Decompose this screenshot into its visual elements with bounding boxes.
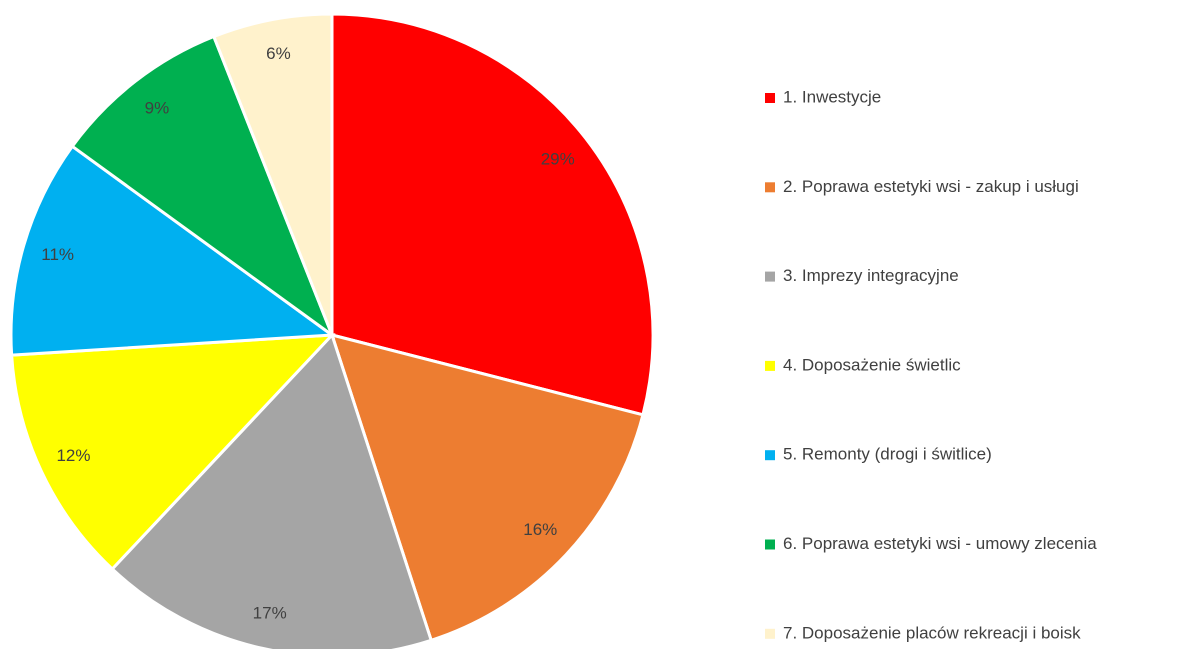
pie-slice (329, 332, 645, 643)
data-label: 9% (145, 99, 170, 118)
pie-slice (9, 144, 337, 357)
data-label: 6% (266, 44, 291, 63)
legend-swatch (765, 93, 775, 103)
data-label: 12% (56, 446, 90, 465)
legend-label: 3. Imprezy integracyjne (783, 266, 959, 285)
legend-swatch (765, 271, 775, 282)
legend-swatch (765, 182, 775, 193)
pie-slice (330, 12, 655, 417)
pie-slice (10, 333, 336, 572)
pie-slice (211, 12, 334, 336)
legend-swatch (765, 360, 775, 371)
legend-swatch (765, 539, 775, 550)
legend-swatch (765, 628, 775, 639)
legend-label: 1. Inwestycje (783, 87, 881, 106)
legend-label: 2. Poprawa estetyki wsi - zakup i usługi (783, 177, 1079, 196)
data-label: 17% (253, 603, 287, 622)
data-label: 16% (523, 520, 557, 539)
legend-label: 4. Doposażenie świetlic (783, 355, 961, 374)
pie-slice (70, 34, 336, 340)
legend-label: 5. Remonty (drogi i świtlice) (783, 445, 992, 464)
legend-label: 6. Poprawa estetyki wsi - umowy zlecenia (783, 534, 1097, 553)
data-label: 11% (41, 245, 74, 264)
legend-swatch (765, 450, 775, 461)
data-label: 29% (541, 149, 575, 168)
legend-label: 7. Doposażenie placów rekreacji i boisk (783, 623, 1081, 642)
pie-slice (110, 332, 434, 649)
